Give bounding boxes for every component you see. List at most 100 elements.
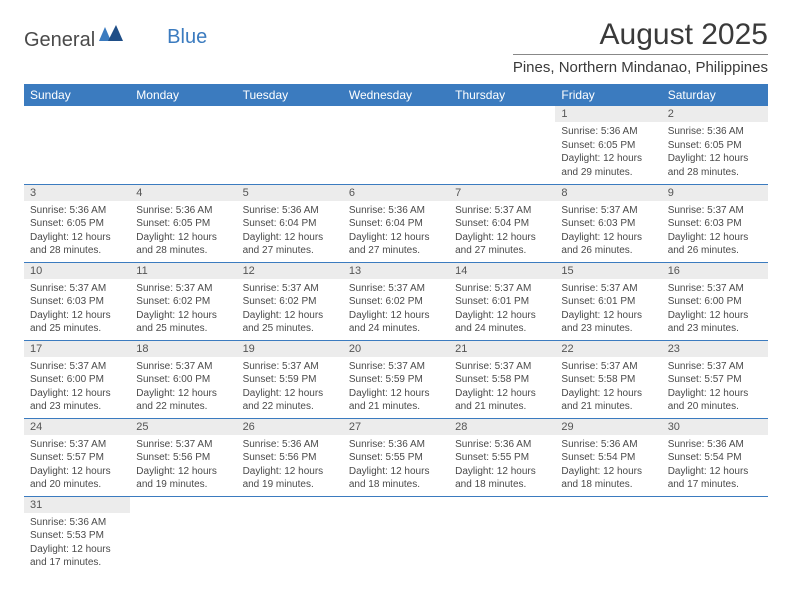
day-number: 1 [555, 106, 661, 122]
calendar-cell: 23Sunrise: 5:37 AM Sunset: 5:57 PM Dayli… [662, 340, 768, 418]
calendar-cell: 22Sunrise: 5:37 AM Sunset: 5:58 PM Dayli… [555, 340, 661, 418]
day-details: Sunrise: 5:36 AM Sunset: 6:05 PM Dayligh… [662, 122, 768, 183]
calendar-table: Sunday Monday Tuesday Wednesday Thursday… [24, 84, 768, 574]
weekday-header: Monday [130, 84, 236, 106]
day-number: 8 [555, 185, 661, 201]
day-number: 9 [662, 185, 768, 201]
calendar-cell: 30Sunrise: 5:36 AM Sunset: 5:54 PM Dayli… [662, 418, 768, 496]
calendar-cell: 14Sunrise: 5:37 AM Sunset: 6:01 PM Dayli… [449, 262, 555, 340]
weekday-header: Tuesday [237, 84, 343, 106]
day-number: 26 [237, 419, 343, 435]
day-number: 10 [24, 263, 130, 279]
calendar-cell: 15Sunrise: 5:37 AM Sunset: 6:01 PM Dayli… [555, 262, 661, 340]
day-details: Sunrise: 5:37 AM Sunset: 6:02 PM Dayligh… [343, 279, 449, 340]
day-number: 4 [130, 185, 236, 201]
calendar-cell: 3Sunrise: 5:36 AM Sunset: 6:05 PM Daylig… [24, 184, 130, 262]
day-number: 24 [24, 419, 130, 435]
location: Pines, Northern Mindanao, Philippines [513, 59, 768, 76]
calendar-row: 31Sunrise: 5:36 AM Sunset: 5:53 PM Dayli… [24, 496, 768, 574]
calendar-cell: 26Sunrise: 5:36 AM Sunset: 5:56 PM Dayli… [237, 418, 343, 496]
calendar-cell: 10Sunrise: 5:37 AM Sunset: 6:03 PM Dayli… [24, 262, 130, 340]
day-number: 13 [343, 263, 449, 279]
logo: General Blue [24, 24, 207, 57]
day-details: Sunrise: 5:36 AM Sunset: 6:04 PM Dayligh… [343, 201, 449, 262]
day-details: Sunrise: 5:36 AM Sunset: 6:05 PM Dayligh… [130, 201, 236, 262]
calendar-cell: 21Sunrise: 5:37 AM Sunset: 5:58 PM Dayli… [449, 340, 555, 418]
day-details: Sunrise: 5:37 AM Sunset: 5:58 PM Dayligh… [449, 357, 555, 418]
day-details: Sunrise: 5:36 AM Sunset: 6:04 PM Dayligh… [237, 201, 343, 262]
day-number: 7 [449, 185, 555, 201]
day-number: 14 [449, 263, 555, 279]
day-number: 11 [130, 263, 236, 279]
day-details: Sunrise: 5:37 AM Sunset: 6:00 PM Dayligh… [130, 357, 236, 418]
day-details: Sunrise: 5:37 AM Sunset: 5:58 PM Dayligh… [555, 357, 661, 418]
day-number: 28 [449, 419, 555, 435]
month-title: August 2025 [513, 18, 768, 55]
calendar-row: 3Sunrise: 5:36 AM Sunset: 6:05 PM Daylig… [24, 184, 768, 262]
day-details: Sunrise: 5:36 AM Sunset: 5:53 PM Dayligh… [24, 513, 130, 574]
calendar-cell: 2Sunrise: 5:36 AM Sunset: 6:05 PM Daylig… [662, 106, 768, 184]
day-details: Sunrise: 5:37 AM Sunset: 5:59 PM Dayligh… [343, 357, 449, 418]
flag-icon [99, 24, 123, 47]
calendar-cell [662, 496, 768, 574]
calendar-cell: 16Sunrise: 5:37 AM Sunset: 6:00 PM Dayli… [662, 262, 768, 340]
calendar-cell: 8Sunrise: 5:37 AM Sunset: 6:03 PM Daylig… [555, 184, 661, 262]
calendar-cell: 25Sunrise: 5:37 AM Sunset: 5:56 PM Dayli… [130, 418, 236, 496]
weekday-header: Friday [555, 84, 661, 106]
day-number: 30 [662, 419, 768, 435]
day-details: Sunrise: 5:36 AM Sunset: 5:55 PM Dayligh… [343, 435, 449, 496]
day-number: 21 [449, 341, 555, 357]
calendar-cell: 12Sunrise: 5:37 AM Sunset: 6:02 PM Dayli… [237, 262, 343, 340]
day-number: 3 [24, 185, 130, 201]
day-details: Sunrise: 5:36 AM Sunset: 6:05 PM Dayligh… [24, 201, 130, 262]
calendar-cell: 9Sunrise: 5:37 AM Sunset: 6:03 PM Daylig… [662, 184, 768, 262]
day-details: Sunrise: 5:36 AM Sunset: 5:54 PM Dayligh… [662, 435, 768, 496]
calendar-cell: 27Sunrise: 5:36 AM Sunset: 5:55 PM Dayli… [343, 418, 449, 496]
weekday-header: Thursday [449, 84, 555, 106]
day-number: 16 [662, 263, 768, 279]
day-details: Sunrise: 5:36 AM Sunset: 5:54 PM Dayligh… [555, 435, 661, 496]
calendar-cell [237, 106, 343, 184]
day-details: Sunrise: 5:37 AM Sunset: 6:01 PM Dayligh… [555, 279, 661, 340]
day-number: 17 [24, 341, 130, 357]
calendar-cell: 17Sunrise: 5:37 AM Sunset: 6:00 PM Dayli… [24, 340, 130, 418]
calendar-cell [24, 106, 130, 184]
calendar-cell [555, 496, 661, 574]
day-number: 6 [343, 185, 449, 201]
day-number: 31 [24, 497, 130, 513]
calendar-cell: 29Sunrise: 5:36 AM Sunset: 5:54 PM Dayli… [555, 418, 661, 496]
logo-text-general: General [24, 29, 95, 52]
day-details: Sunrise: 5:37 AM Sunset: 6:03 PM Dayligh… [24, 279, 130, 340]
calendar-cell: 7Sunrise: 5:37 AM Sunset: 6:04 PM Daylig… [449, 184, 555, 262]
weekday-header: Sunday [24, 84, 130, 106]
day-number: 22 [555, 341, 661, 357]
day-details: Sunrise: 5:37 AM Sunset: 6:04 PM Dayligh… [449, 201, 555, 262]
calendar-cell: 11Sunrise: 5:37 AM Sunset: 6:02 PM Dayli… [130, 262, 236, 340]
day-details: Sunrise: 5:36 AM Sunset: 6:05 PM Dayligh… [555, 122, 661, 183]
calendar-cell [343, 496, 449, 574]
calendar-cell [449, 496, 555, 574]
day-number: 15 [555, 263, 661, 279]
calendar-cell [343, 106, 449, 184]
calendar-cell: 31Sunrise: 5:36 AM Sunset: 5:53 PM Dayli… [24, 496, 130, 574]
day-number: 5 [237, 185, 343, 201]
day-details: Sunrise: 5:37 AM Sunset: 5:56 PM Dayligh… [130, 435, 236, 496]
day-number: 23 [662, 341, 768, 357]
day-number: 2 [662, 106, 768, 122]
calendar-cell: 6Sunrise: 5:36 AM Sunset: 6:04 PM Daylig… [343, 184, 449, 262]
day-details: Sunrise: 5:37 AM Sunset: 5:59 PM Dayligh… [237, 357, 343, 418]
calendar-cell: 18Sunrise: 5:37 AM Sunset: 6:00 PM Dayli… [130, 340, 236, 418]
calendar-body: 1Sunrise: 5:36 AM Sunset: 6:05 PM Daylig… [24, 106, 768, 574]
weekday-header-row: Sunday Monday Tuesday Wednesday Thursday… [24, 84, 768, 106]
day-details: Sunrise: 5:37 AM Sunset: 6:03 PM Dayligh… [555, 201, 661, 262]
calendar-cell: 19Sunrise: 5:37 AM Sunset: 5:59 PM Dayli… [237, 340, 343, 418]
calendar-cell: 28Sunrise: 5:36 AM Sunset: 5:55 PM Dayli… [449, 418, 555, 496]
day-details: Sunrise: 5:37 AM Sunset: 6:02 PM Dayligh… [237, 279, 343, 340]
calendar-cell: 24Sunrise: 5:37 AM Sunset: 5:57 PM Dayli… [24, 418, 130, 496]
calendar-row: 10Sunrise: 5:37 AM Sunset: 6:03 PM Dayli… [24, 262, 768, 340]
day-number: 19 [237, 341, 343, 357]
calendar-row: 24Sunrise: 5:37 AM Sunset: 5:57 PM Dayli… [24, 418, 768, 496]
day-details: Sunrise: 5:36 AM Sunset: 5:56 PM Dayligh… [237, 435, 343, 496]
calendar-cell: 5Sunrise: 5:36 AM Sunset: 6:04 PM Daylig… [237, 184, 343, 262]
day-number: 18 [130, 341, 236, 357]
